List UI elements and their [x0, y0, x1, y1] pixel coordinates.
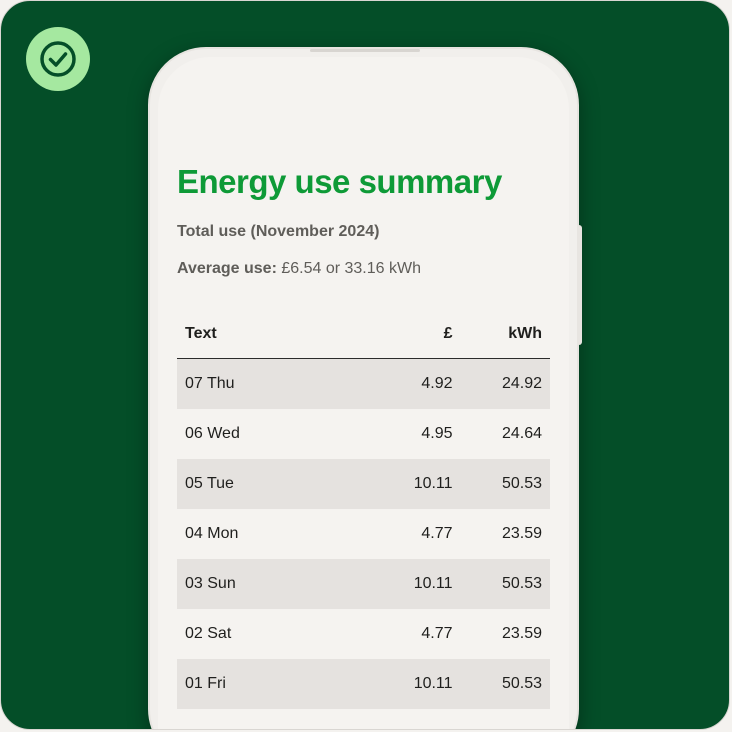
page-title: Energy use summary — [177, 163, 502, 200]
table-row: 02 Sat 4.77 23.59 — [177, 609, 550, 659]
day-cell: 04 Mon — [185, 525, 239, 542]
cost-cell: 4.95 — [421, 425, 453, 442]
average-use: Average use: £6.54 or 33.16 kWh — [177, 260, 421, 278]
column-header-cost: £ — [373, 309, 461, 359]
kwh-cell: 50.53 — [460, 659, 550, 709]
usage-table: Text £ kWh 07 Thu 4.92 24.92 06 Wed 4.95… — [177, 309, 550, 709]
cost-cell: 10.11 — [373, 459, 461, 509]
average-use-value: £6.54 or 33.16 kWh — [276, 260, 421, 277]
table-row: 04 Mon 4.77 23.59 — [177, 509, 550, 559]
total-use-label: Total use (November 2024) — [177, 223, 380, 240]
check-circle-icon — [26, 27, 90, 91]
table-row: 06 Wed 4.95 24.64 — [177, 409, 550, 459]
kwh-cell: 24.64 — [501, 425, 542, 442]
day-cell: 07 Thu — [177, 358, 373, 409]
cost-cell: 4.92 — [373, 358, 461, 409]
phone-side-button — [577, 225, 582, 345]
average-use-label: Average use: — [177, 260, 277, 277]
day-cell: 02 Sat — [185, 625, 232, 642]
day-cell: 03 Sun — [177, 559, 373, 609]
kwh-cell: 23.59 — [501, 625, 542, 642]
column-header-day: Text — [177, 309, 373, 359]
cost-cell: 10.11 — [373, 659, 461, 709]
table-row: 03 Sun 10.11 50.53 — [177, 559, 550, 609]
cost-cell: 4.77 — [421, 525, 453, 542]
table-header-row: Text £ kWh — [177, 309, 550, 359]
kwh-cell: 23.59 — [501, 525, 542, 542]
day-cell: 01 Fri — [177, 659, 373, 709]
table-row: 07 Thu 4.92 24.92 — [177, 358, 550, 409]
kwh-cell: 50.53 — [460, 459, 550, 509]
column-header-kwh: kWh — [460, 309, 550, 359]
table-row: 05 Tue 10.11 50.53 — [177, 459, 550, 509]
day-cell: 06 Wed — [185, 425, 240, 442]
phone-speaker — [310, 49, 420, 52]
kwh-cell: 50.53 — [460, 559, 550, 609]
table-row: 01 Fri 10.11 50.53 — [177, 659, 550, 709]
cost-cell: 10.11 — [373, 559, 461, 609]
cost-cell: 4.77 — [421, 625, 453, 642]
day-cell: 05 Tue — [177, 459, 373, 509]
kwh-cell: 24.92 — [460, 358, 550, 409]
